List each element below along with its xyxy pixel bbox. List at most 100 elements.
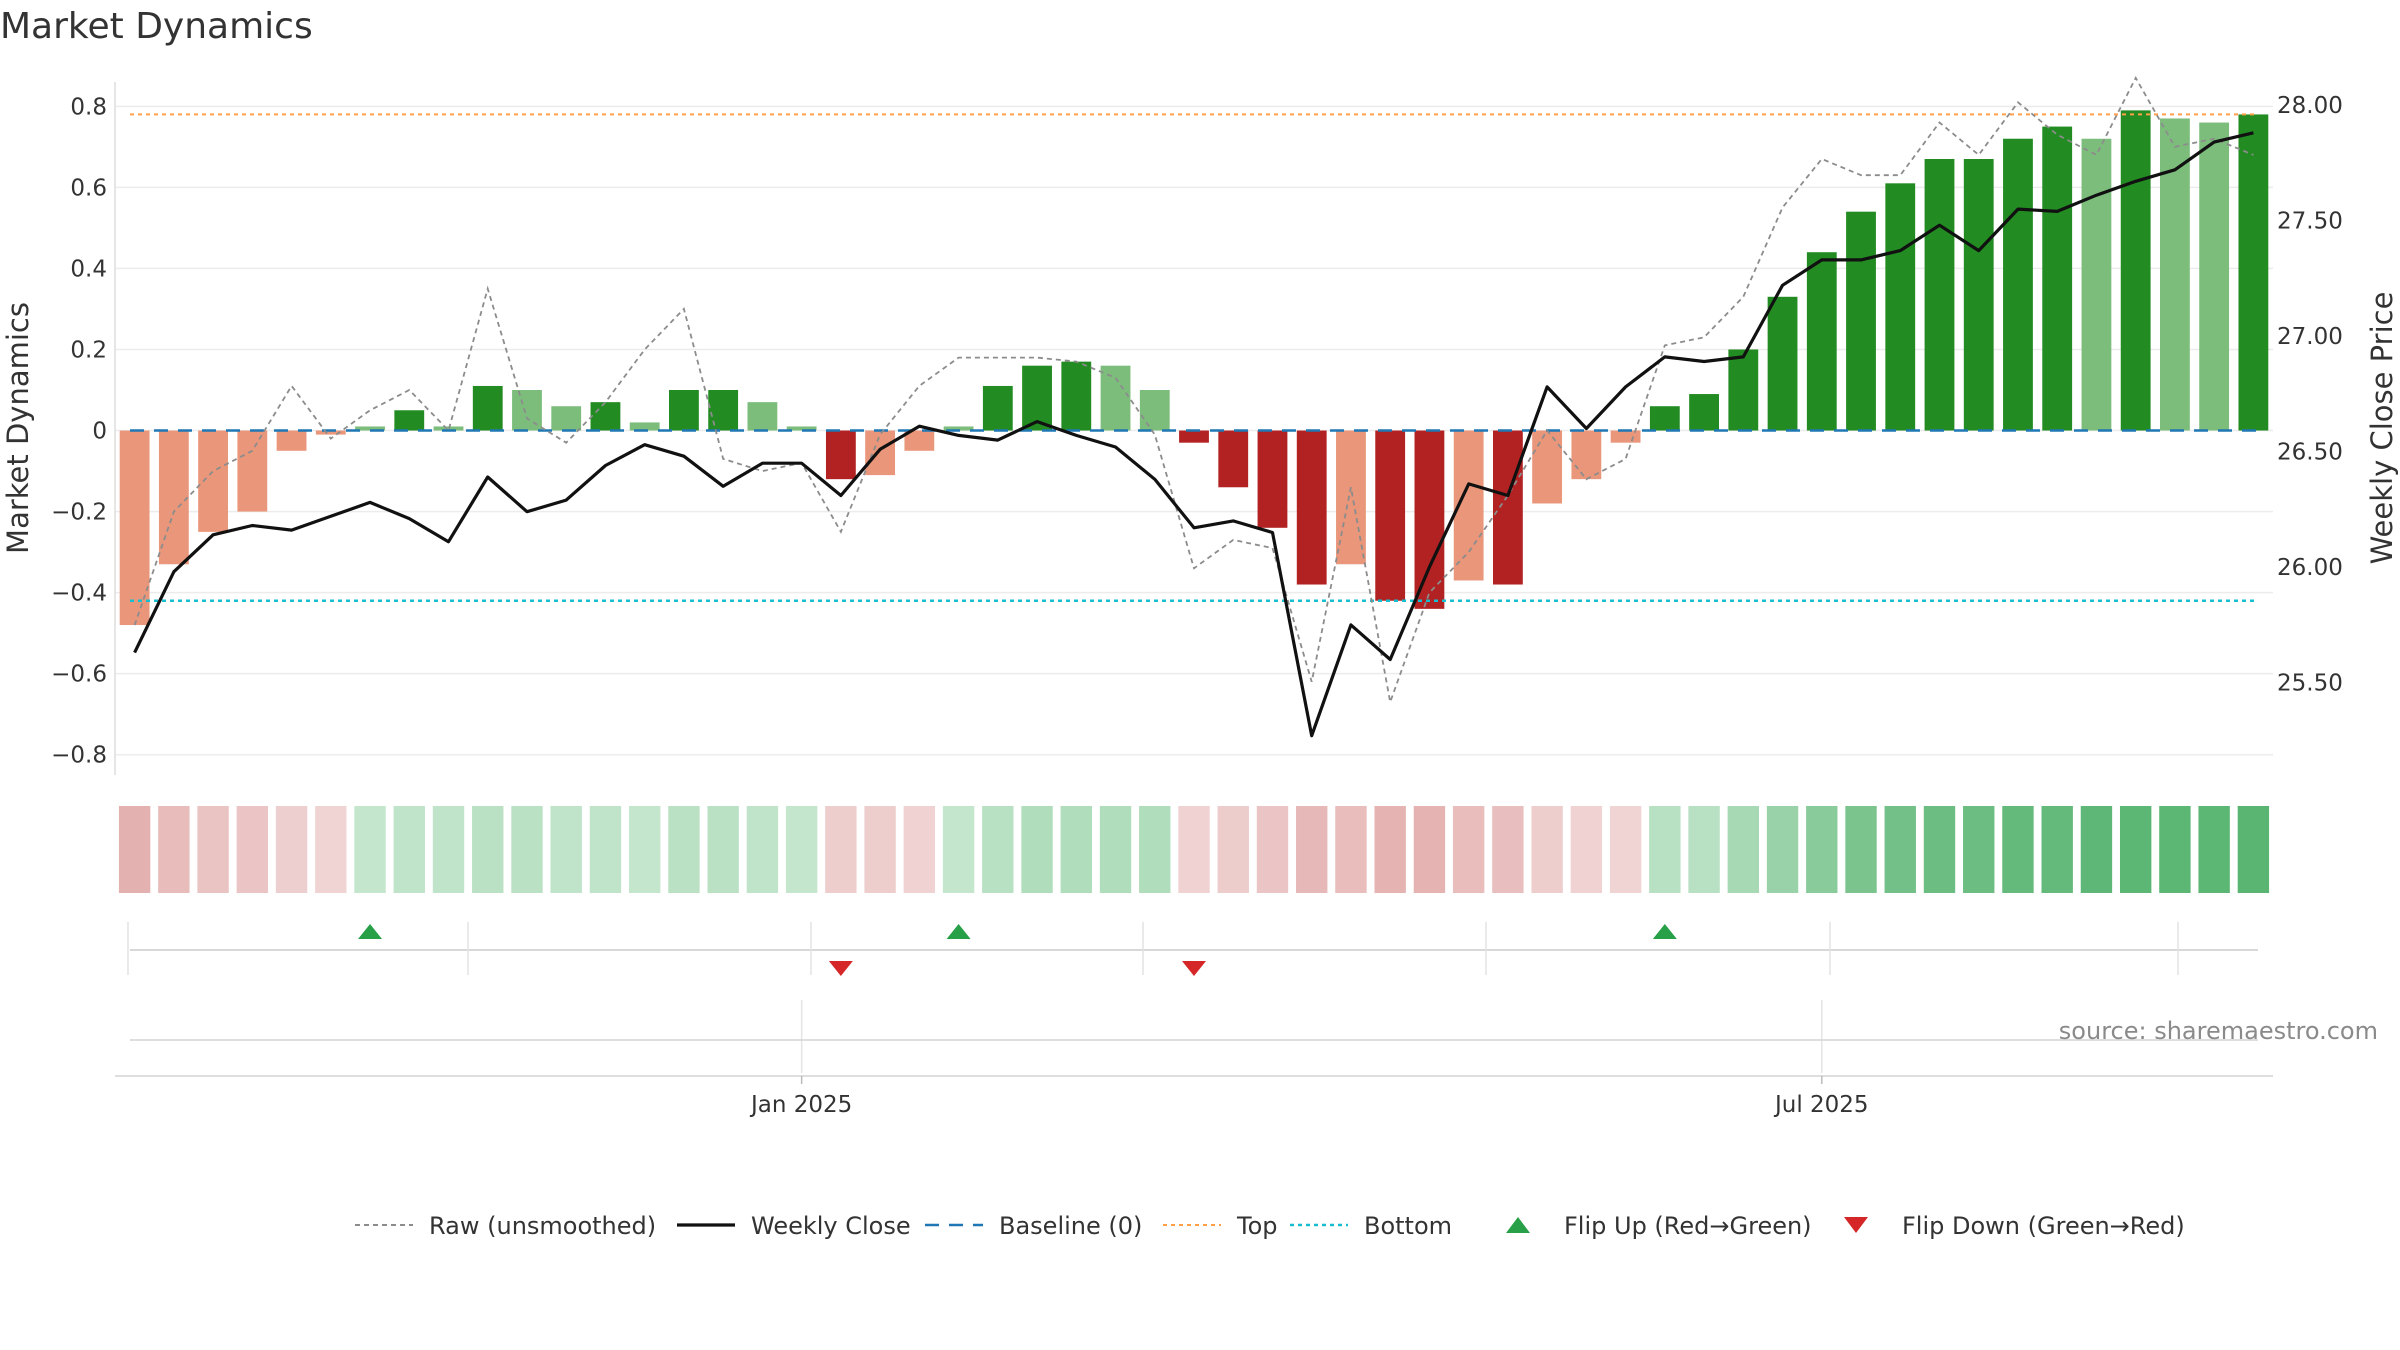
- shade-cell: [1649, 806, 1681, 893]
- dynamics-bar: [1689, 394, 1719, 431]
- shade-cell: [1923, 806, 1956, 893]
- shade-cell: [1139, 806, 1171, 893]
- legend-item-flip_up: Flip Up (Red→Green): [1506, 1212, 1812, 1240]
- y-tick-right: 27.50: [2277, 209, 2343, 235]
- y-tick-right: 26.00: [2277, 555, 2343, 581]
- y-tick-left: −0.4: [51, 581, 107, 607]
- shade-cell: [2002, 806, 2034, 893]
- dynamics-bar: [669, 390, 699, 431]
- dynamics-bar: [2199, 122, 2230, 431]
- y-axis-left-label: Market Dynamics: [1, 302, 35, 554]
- reference-lines: [130, 113, 2258, 602]
- axes: 0.8 0.6 0.4 0.2 0 −0.2 −0.4 −0.6 −0.8 28.00 27.50 2…: [51, 82, 2343, 1118]
- dynamics-bar: [1061, 361, 1092, 431]
- shade-cell: [2041, 806, 2073, 893]
- dynamics-bar: [1375, 430, 1406, 601]
- shade-cell: [511, 806, 543, 893]
- y-axis-right-label: Weekly Close Price: [2365, 292, 2399, 565]
- shade-cell: [628, 806, 661, 893]
- dynamics-bar: [943, 426, 974, 431]
- dynamics-bar: [1532, 430, 1563, 504]
- legend-item-baseline: Baseline (0): [925, 1212, 1142, 1240]
- shade-cell: [1374, 806, 1406, 893]
- shade-cell: [315, 806, 347, 893]
- shade-cell: [1609, 806, 1642, 893]
- shade-cell: [1727, 806, 1760, 893]
- dynamics-bar: [1414, 430, 1445, 609]
- dynamics-bar: [1571, 430, 1602, 480]
- dynamics-bar: [1885, 183, 1916, 431]
- dynamics-bar: [1728, 349, 1759, 431]
- y-tick-left: 0.2: [70, 337, 107, 363]
- shade-cell: [236, 806, 269, 893]
- y-tick-right: 27.00: [2277, 324, 2343, 350]
- chart-title: Market Dynamics: [0, 6, 313, 47]
- dynamics-bar: [1336, 430, 1366, 565]
- shade-cell: [118, 806, 151, 893]
- shade-cell: [1452, 806, 1485, 893]
- dynamics-bar: [1492, 430, 1523, 585]
- shade-cell: [1178, 806, 1210, 893]
- dynamics-bar: [355, 426, 385, 431]
- shade-cell: [982, 806, 1014, 893]
- shade-cell: [589, 806, 622, 893]
- y-tick-left: −0.8: [51, 743, 107, 769]
- dynamics-bar: [1963, 159, 1994, 431]
- shade-cell: [2119, 806, 2152, 893]
- dynamics-bar: [1649, 406, 1680, 431]
- dynamics-bar: [708, 390, 739, 431]
- dynamics-bar: [825, 430, 856, 480]
- dynamics-bar: [315, 430, 346, 435]
- dynamics-bar: [2238, 114, 2269, 431]
- shade-cell: [864, 806, 896, 893]
- shade-cell: [825, 806, 857, 893]
- y-tick-left: 0.6: [70, 175, 107, 201]
- legend-label: Flip Up (Red→Green): [1564, 1212, 1812, 1240]
- legend-item-bottom: Bottom: [1290, 1212, 1452, 1240]
- dynamics-bar: [2042, 126, 2073, 431]
- dynamics-bar: [2003, 138, 2033, 431]
- y-tick-right: 28.00: [2277, 93, 2343, 119]
- dynamics-bars: [119, 110, 2269, 626]
- shade-cell: [275, 806, 308, 893]
- dynamics-bar: [276, 430, 307, 451]
- y-tick-left: 0.4: [70, 256, 107, 282]
- series-lines: [133, 76, 2254, 738]
- flip-markers: [358, 924, 1677, 976]
- legend-swatch-flip-up: [1506, 1217, 1530, 1233]
- shade-cell: [432, 806, 465, 893]
- legend-item-top: Top: [1163, 1212, 1278, 1240]
- shade-cell: [1806, 806, 1838, 893]
- dynamics-bar: [551, 406, 582, 431]
- dynamics-bar: [1257, 430, 1288, 528]
- dynamics-bar: [904, 430, 935, 451]
- dynamics-bar: [786, 426, 817, 431]
- dynamics-bar: [629, 422, 660, 431]
- dynamics-bar: [119, 430, 150, 626]
- legend-label: Raw (unsmoothed): [429, 1212, 656, 1240]
- dynamics-bar: [472, 385, 503, 431]
- dynamics-bar: [1022, 365, 1052, 431]
- dynamics-bar: [237, 430, 268, 512]
- dynamics-bar: [2081, 138, 2112, 431]
- flip-up-marker: [358, 924, 383, 939]
- y-tick-right: 25.50: [2277, 671, 2343, 697]
- shade-cell: [1335, 806, 1367, 893]
- y-tick-left: −0.6: [51, 662, 107, 688]
- shade-cell: [1492, 806, 1524, 893]
- shade-cell: [158, 806, 190, 893]
- shade-cell: [1413, 806, 1446, 893]
- y-tick-left: −0.2: [51, 500, 107, 526]
- legend-label: Flip Down (Green→Red): [1902, 1212, 2185, 1240]
- shade-cell: [1296, 806, 1328, 893]
- shade-cell: [1884, 806, 1916, 893]
- shade-cell: [903, 806, 936, 893]
- dynamics-bar: [747, 402, 778, 431]
- dynamics-bar: [2120, 110, 2151, 431]
- legend: Raw (unsmoothed) Weekly Close Baseline (0)…: [355, 1212, 2185, 1240]
- shade-cell: [393, 806, 425, 893]
- dynamics-bar: [198, 430, 229, 532]
- legend-label: Top: [1236, 1212, 1278, 1240]
- dynamics-bar: [394, 410, 425, 431]
